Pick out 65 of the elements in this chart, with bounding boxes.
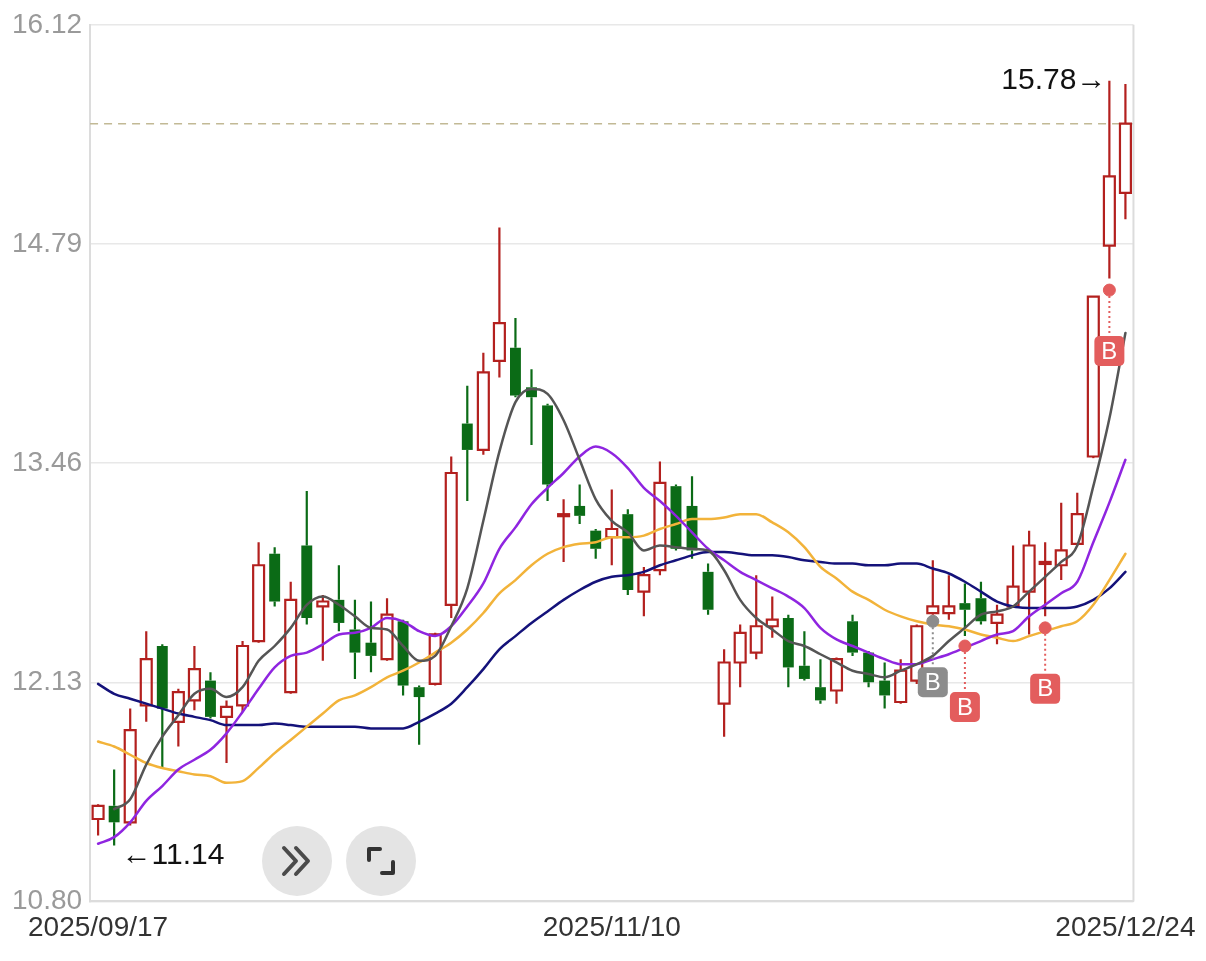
y-tick-label: 16.12 bbox=[11, 7, 83, 39]
point bbox=[1038, 621, 1052, 635]
x-tick-label: 2025/11/10 bbox=[542, 910, 681, 942]
candlestick bbox=[574, 483, 586, 526]
y-tick-label: 14.79 bbox=[11, 226, 83, 258]
candlestick bbox=[349, 598, 361, 681]
candlestick bbox=[1006, 544, 1020, 608]
candlestick bbox=[156, 643, 168, 770]
data-label: B bbox=[956, 692, 973, 720]
candlestick bbox=[380, 597, 394, 662]
annotation: 15.78→ bbox=[1001, 62, 1107, 96]
candlestick bbox=[557, 498, 571, 564]
candlestick bbox=[1022, 529, 1036, 636]
candlestick bbox=[301, 490, 313, 626]
candlestick bbox=[942, 574, 956, 621]
candlestick bbox=[252, 541, 266, 644]
candlestick bbox=[187, 644, 201, 712]
candlestick bbox=[798, 630, 810, 682]
candlestick bbox=[814, 658, 826, 705]
candlestick bbox=[605, 488, 619, 567]
x-tick-label: 2025/12/24 bbox=[1055, 910, 1196, 942]
annotation: ←11.14 bbox=[121, 836, 225, 870]
candlestick bbox=[139, 630, 153, 723]
line-series bbox=[96, 512, 1127, 785]
candlestick bbox=[365, 600, 377, 674]
line-series bbox=[96, 550, 1127, 730]
candlestick bbox=[622, 508, 634, 597]
candlestick bbox=[1118, 83, 1132, 221]
data-label: B bbox=[924, 667, 941, 695]
point bbox=[1102, 283, 1116, 297]
candlestick bbox=[284, 580, 298, 695]
candlestick bbox=[444, 455, 458, 620]
candlestick bbox=[413, 684, 425, 746]
candlestick bbox=[123, 707, 137, 827]
candlestick bbox=[509, 317, 521, 399]
candlestick bbox=[476, 351, 490, 456]
candlestick bbox=[765, 595, 779, 639]
candlestick bbox=[829, 656, 844, 705]
candlestick bbox=[1102, 79, 1116, 280]
candlestick bbox=[702, 562, 714, 616]
candlestick bbox=[637, 565, 651, 618]
candlestick bbox=[1054, 501, 1068, 582]
y-tick-label: 12.13 bbox=[11, 664, 83, 696]
candlestick bbox=[879, 661, 891, 710]
candlestick bbox=[542, 402, 554, 503]
data-label: B bbox=[1101, 336, 1118, 364]
candlestick bbox=[219, 699, 234, 765]
candlestick bbox=[236, 639, 250, 714]
candlestick bbox=[959, 582, 971, 638]
candlestick bbox=[171, 687, 185, 748]
y-tick-label: 13.46 bbox=[11, 445, 83, 477]
candlestick bbox=[782, 613, 794, 689]
candlestick bbox=[717, 648, 731, 738]
candlestick bbox=[91, 803, 105, 837]
candlestick bbox=[749, 574, 763, 661]
candlestick bbox=[990, 603, 1004, 646]
candlestick bbox=[733, 623, 747, 689]
candlestick bbox=[653, 460, 667, 577]
candlestick bbox=[1038, 541, 1052, 618]
point bbox=[958, 639, 972, 653]
point bbox=[926, 614, 940, 628]
data-label: B bbox=[1037, 674, 1054, 702]
line-series bbox=[96, 445, 1127, 845]
candlestick bbox=[461, 384, 473, 503]
candlestick bbox=[492, 226, 506, 379]
